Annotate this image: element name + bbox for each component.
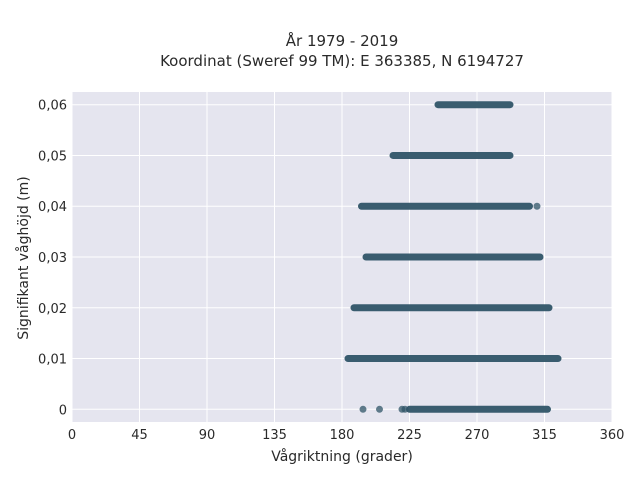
x-tick-label: 315 [532, 428, 557, 443]
y-tick-label: 0,01 [38, 353, 67, 368]
chart-title-line2: Koordinat (Sweref 99 TM): E 363385, N 61… [160, 52, 524, 70]
y-tick-label: 0,03 [38, 251, 67, 266]
x-tick-label: 360 [600, 428, 625, 443]
data-points [344, 101, 562, 413]
x-tick-label: 45 [131, 428, 148, 443]
data-point [359, 405, 367, 413]
y-tick-label: 0,06 [38, 99, 67, 114]
x-tick-label: 270 [465, 428, 490, 443]
x-tick-labels: 0 45 90 135 180 225 270 315 360 [68, 428, 625, 443]
data-point [401, 405, 409, 413]
y-tick-label: 0,04 [38, 200, 67, 215]
y-tick-labels: 0 0,01 0,02 0,03 0,04 0,05 0,06 [38, 99, 67, 419]
x-tick-label: 0 [68, 428, 76, 443]
data-point [376, 405, 383, 413]
y-tick-label: 0 [59, 403, 67, 418]
x-tick-label: 180 [330, 428, 355, 443]
data-point [533, 202, 541, 210]
x-axis-label: Vågriktning (grader) [271, 448, 413, 465]
y-tick-label: 0,05 [38, 149, 67, 164]
chart-title-line1: År 1979 - 2019 [286, 31, 399, 50]
x-tick-label: 90 [199, 428, 216, 443]
y-tick-label: 0,02 [38, 302, 67, 317]
y-axis-label: Signifikant våghöjd (m) [15, 176, 32, 339]
x-tick-label: 135 [262, 428, 287, 443]
x-tick-label: 225 [397, 428, 422, 443]
